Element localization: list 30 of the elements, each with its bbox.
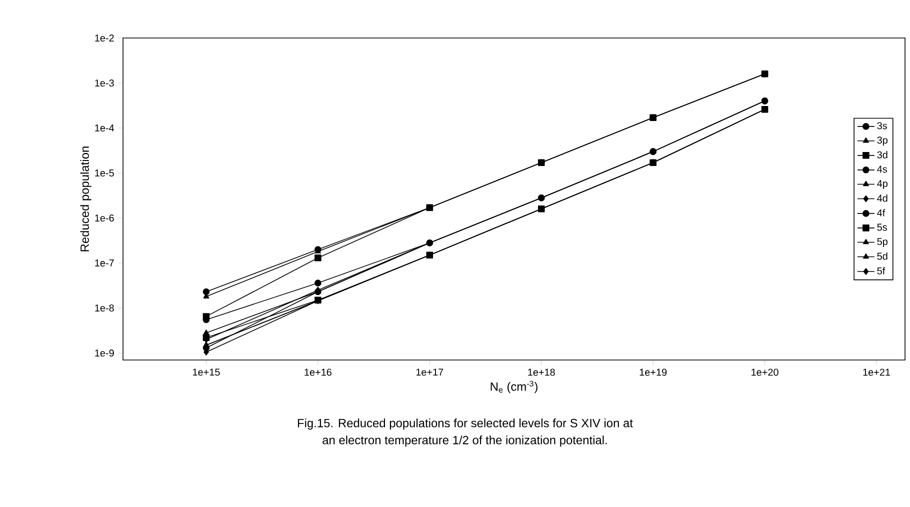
y-tick-label: 1e-7 [95,260,114,266]
x-tick-label: 1e+15 [192,368,220,376]
text: an electron temperature 1/2 of the ionization potential. [322,436,607,447]
y-tick-label: 1e-2 [95,34,114,42]
x-tick-label: 1e+19 [640,368,667,376]
legend-label: 5d [877,252,888,260]
x-tick-label: 1e+16 [304,368,332,376]
y-tick-label: 1e-5 [95,170,114,176]
legend-label: 4p [877,180,888,189]
x-tick-label: 1e+17 [416,368,444,376]
legend-label: 4d [877,194,888,202]
legend-label: 3d [877,151,888,158]
legend-label: 5s [877,224,887,231]
legend-label: 4s [877,166,887,173]
y-tick-label: 1e-9 [95,350,114,357]
legend-label: 3s [877,122,887,130]
y-tick-label: 1e-8 [95,304,114,312]
legend-label: 5p [877,238,888,248]
legend-label: 3p [877,136,888,146]
y-tick-label: 1e-6 [95,214,114,222]
y-tick-label: 1e-3 [95,79,114,87]
caption: Fig.15. Reduced populations for selected levels for S XIV ion at [298,418,633,430]
legend-label: 5f [877,267,886,274]
legend-label: 4f [877,209,886,216]
x-tick-label: 1e+20 [752,368,778,376]
y-axis-title: Reduced population [80,146,92,252]
x-tick-label: 1e+21 [863,368,890,376]
x-axis-title: N$_{e}$ (cm$^{-3}$) [490,380,538,394]
x-tick-label: 1e+18 [528,368,555,376]
y-tick-label: 1e-4 [95,124,114,132]
